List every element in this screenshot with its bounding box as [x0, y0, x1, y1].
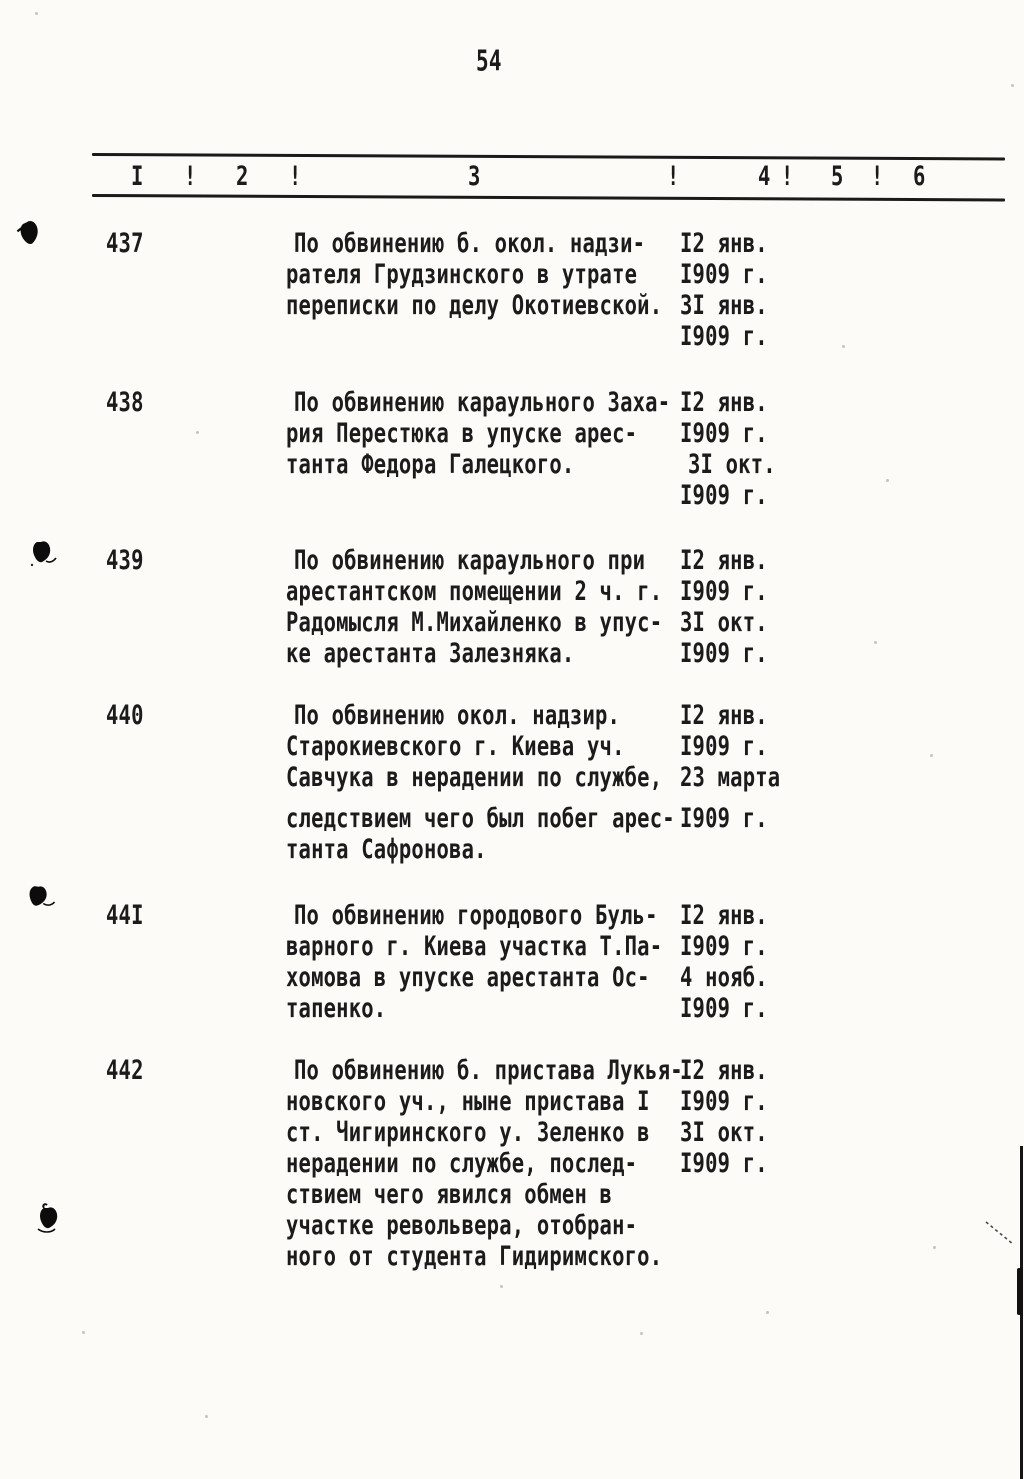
pen-mark	[985, 1221, 1014, 1245]
case-description: следствием чего был побег арес-	[286, 802, 675, 834]
case-date: 3I янв.	[680, 289, 768, 321]
case-description: ке арестанта Залезняка.	[286, 637, 575, 669]
entry-number: 439	[106, 544, 144, 576]
case-date: I909 г.	[680, 1085, 768, 1117]
entry-number: 437	[106, 227, 144, 259]
case-date: I2 янв.	[680, 386, 768, 418]
case-description: По обвинению б. пристава Лукья-	[294, 1054, 683, 1086]
ink-blot	[30, 541, 57, 567]
case-date: I909 г.	[680, 1147, 768, 1179]
header-rule-top	[91, 153, 1005, 161]
scan-speck	[500, 1285, 503, 1288]
column-label-6: 6	[913, 160, 926, 192]
case-date: I909 г.	[680, 637, 768, 669]
case-description: По обвинению городового Буль-	[294, 899, 658, 931]
scan-speck	[874, 641, 877, 644]
entry-number: 442	[106, 1054, 144, 1086]
entry-number: 438	[106, 386, 144, 418]
case-description: участке револьвера, отобран-	[286, 1209, 638, 1241]
scan-speck	[82, 1331, 85, 1334]
case-date: I909 г.	[680, 802, 768, 834]
case-description: новского уч., ныне пристава I	[286, 1085, 650, 1117]
case-description: переписки по делу Окотиевской.	[286, 289, 663, 321]
scan-speck	[35, 12, 38, 15]
scan-speck	[766, 1311, 769, 1314]
case-description: Старокиевского г. Киева уч.	[286, 730, 625, 762]
column-label-5: 5	[831, 160, 844, 192]
case-description: нерадении по службе, послед-	[286, 1147, 638, 1179]
case-date: I909 г.	[680, 992, 768, 1024]
case-date: I909 г.	[680, 258, 768, 290]
case-date: I909 г.	[680, 320, 768, 352]
case-description: арестантском помещении 2 ч. г.	[286, 575, 663, 607]
column-separator: !	[289, 160, 302, 192]
case-description: рателя Грудзинского в утрате	[286, 258, 638, 290]
case-date: 3I окт.	[688, 448, 776, 480]
case-description: ст. Чигиринского у. Зеленко в	[286, 1116, 650, 1148]
case-date: I909 г.	[680, 417, 768, 449]
case-date: I2 янв.	[680, 544, 768, 576]
case-description: танта Федора Галецкого.	[286, 448, 575, 480]
scan-speck	[640, 1332, 643, 1335]
case-date: I2 янв.	[680, 1054, 768, 1086]
case-description: По обвинению караульного при	[294, 544, 646, 576]
case-date: I2 янв.	[680, 899, 768, 931]
ink-blot	[37, 1203, 58, 1233]
case-date: I909 г.	[680, 730, 768, 762]
case-description: По обвинению б. окол. надзи-	[294, 227, 646, 259]
case-date: 3I окт.	[680, 1116, 768, 1148]
entry-number: 440	[106, 699, 144, 731]
entry-number: 44I	[106, 899, 144, 931]
case-date: 4 нояб.	[680, 961, 768, 993]
case-description: хомова в упуске арестанта Ос-	[286, 961, 650, 993]
column-separator: !	[667, 160, 680, 192]
header-rule-bottom	[91, 194, 1005, 202]
ink-blot	[16, 221, 38, 245]
scan-speck	[930, 754, 933, 757]
case-description: По обвинению окол. надзир.	[294, 699, 621, 731]
case-description: ствием чего явился обмен в	[286, 1178, 613, 1210]
scan-speck	[196, 431, 199, 434]
scan-speck	[842, 345, 845, 348]
case-date: 3I окт.	[680, 606, 768, 638]
scan-speck	[933, 1246, 936, 1249]
case-date: I2 янв.	[680, 227, 768, 259]
case-description: ного от студента Гидиримского.	[286, 1240, 663, 1272]
case-description: рия Перестюка в упуске арес-	[286, 417, 638, 449]
case-description: Радомысля М.Михайленко в упус-	[286, 606, 663, 638]
column-label-1: I	[131, 160, 144, 192]
column-separator: !	[871, 160, 884, 192]
case-description: варного г. Киева участка Т.Па-	[286, 930, 663, 962]
column-separator: !	[184, 160, 197, 192]
scan-speck	[886, 479, 889, 482]
case-description: Савчука в нерадении по службе,	[286, 761, 663, 793]
case-date: I909 г.	[680, 930, 768, 962]
case-date: 23 марта	[680, 761, 781, 793]
scan-edge-blob	[1017, 1268, 1023, 1315]
scan-speck	[205, 1415, 208, 1418]
column-label-3: 3	[468, 160, 481, 192]
case-date: I2 янв.	[680, 699, 768, 731]
column-label-2: 2	[236, 160, 249, 192]
case-description: По обвинению караульного Заха-	[294, 386, 671, 418]
ink-blot	[29, 886, 56, 906]
case-description: тапенко.	[286, 992, 387, 1024]
case-date: I909 г.	[680, 479, 768, 511]
page-number: 54	[476, 44, 502, 78]
case-description: танта Сафронова.	[286, 833, 487, 865]
column-label-4: 4	[758, 160, 771, 192]
column-separator: !	[781, 160, 794, 192]
case-date: I909 г.	[680, 575, 768, 607]
scan-speck	[1011, 84, 1014, 87]
